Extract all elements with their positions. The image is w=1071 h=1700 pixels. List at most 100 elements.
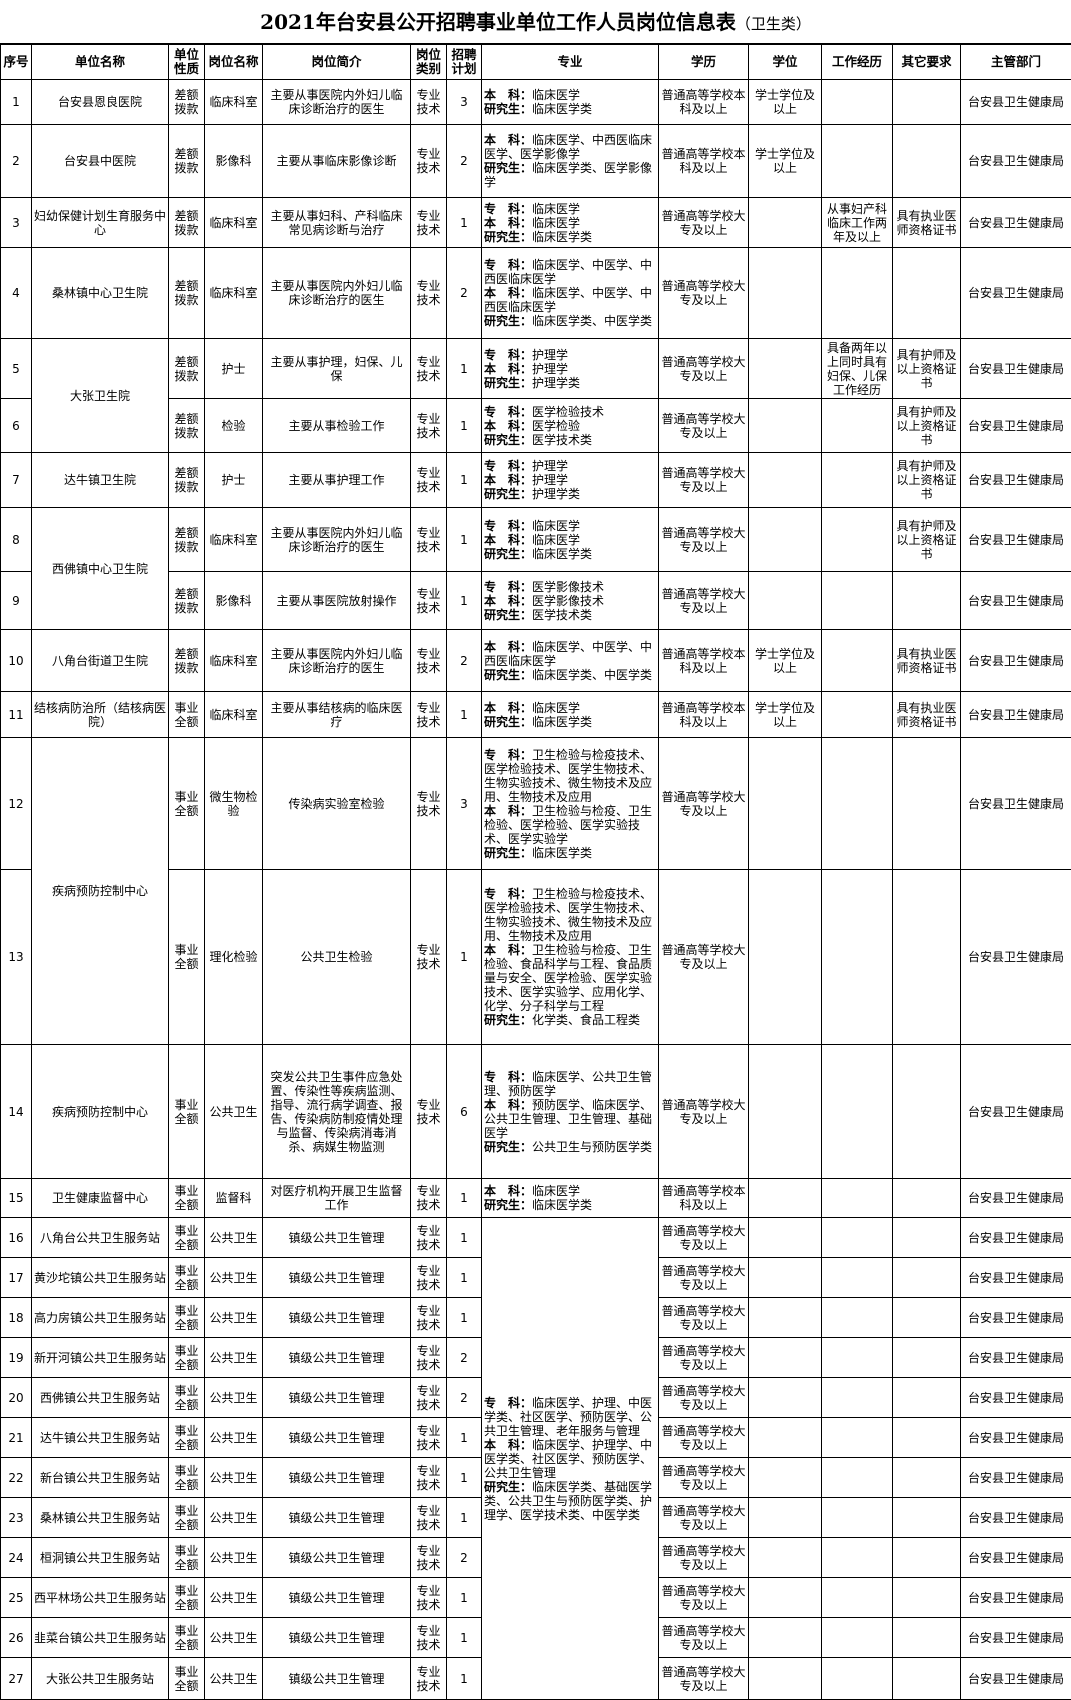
major-line: 本 科：医学影像技术 bbox=[484, 594, 656, 608]
cell-post: 监督科 bbox=[204, 1178, 263, 1218]
major-level-label: 研究生： bbox=[484, 714, 533, 729]
cell-other bbox=[892, 1044, 961, 1179]
cell-plan: 1 bbox=[446, 398, 482, 453]
cell-department: 台安县卫生健康局 bbox=[960, 571, 1071, 630]
major-level-label: 研究生： bbox=[484, 102, 533, 116]
cell-nature: 事业全额 bbox=[168, 737, 205, 870]
major-level-label: 本 科： bbox=[484, 286, 533, 300]
major-list: 临床医学类、中医学类 bbox=[532, 314, 653, 328]
cell-degree bbox=[748, 1044, 822, 1179]
table-row: 15 卫生健康监督中心 事业全额 监督科 对医疗机构开展卫生监督工作 专业技术 1 本 科：临… bbox=[0, 1178, 1071, 1218]
cell-nature: 差额拨款 bbox=[168, 338, 205, 399]
major-line: 专 科：临床医学 bbox=[484, 519, 656, 533]
cell-experience bbox=[821, 1297, 893, 1338]
cell-major: 专 科：护理学本 科：护理学 研究生：护理学类 bbox=[481, 338, 659, 399]
cell-experience bbox=[821, 1217, 893, 1258]
cell-experience bbox=[821, 1044, 893, 1179]
cell-other bbox=[892, 79, 961, 125]
major-line: 研究生：临床医学类 bbox=[484, 715, 656, 729]
cell-experience: 从事妇产科临床工作两年及以上 bbox=[821, 197, 893, 248]
cell-plan: 1 bbox=[446, 869, 482, 1045]
cell-education: 普通高等学校大专及以上 bbox=[658, 1297, 749, 1338]
cell-nature: 事业全额 bbox=[168, 1617, 205, 1658]
table-row: 26 韭菜台镇公共卫生服务站 事业全额 公共卫生 镇级公共卫生管理 专业技术 1 普通高等学校… bbox=[0, 1617, 1071, 1658]
cell-other: 具有护师及以上资格证书 bbox=[892, 452, 961, 508]
cell-other bbox=[892, 869, 961, 1045]
cell-unit: 八角台公共卫生服务站 bbox=[31, 1217, 169, 1258]
cell-desc: 镇级公共卫生管理 bbox=[262, 1497, 411, 1538]
cell-no: 6 bbox=[0, 398, 32, 453]
major-list: 临床医学类、基础医学类、公共卫生与预防医学类、护理学、医学技术类、中医学类 bbox=[484, 1479, 653, 1522]
major-line: 本 科：护理学 bbox=[484, 473, 656, 487]
cell-post: 护士 bbox=[204, 338, 263, 399]
major-list: 临床医学 bbox=[532, 518, 581, 533]
cell-unit: 妇幼保健计划生育服务中心 bbox=[31, 197, 169, 248]
cell-unit: 西佛镇中心卫生院 bbox=[31, 507, 169, 630]
major-level-label: 专 科： bbox=[484, 747, 533, 762]
cell-category: 专业技术 bbox=[410, 338, 447, 399]
cell-education: 普通高等学校大专及以上 bbox=[658, 452, 749, 508]
cell-plan: 3 bbox=[446, 737, 482, 870]
cell-unit: 西平林场公共卫生服务站 bbox=[31, 1577, 169, 1618]
cell-plan: 1 bbox=[446, 452, 482, 508]
page-title: 2021年台安县公开招聘事业单位工作人员岗位信息表（卫生类） bbox=[0, 0, 1071, 44]
table-row: 16 八角台公共卫生服务站 事业全额 公共卫生 镇级公共卫生管理 专业技术 1 专 科：临床医… bbox=[0, 1217, 1071, 1700]
major-line: 研究生：护理学类 bbox=[484, 376, 656, 390]
cell-experience bbox=[821, 452, 893, 508]
cell-major: 专 科：卫生检验与检疫技术、医学检验技术、医学生物技术、生物实验技术、微生物技术… bbox=[481, 737, 659, 870]
cell-other bbox=[892, 1178, 961, 1218]
major-level-label: 研究生： bbox=[484, 1198, 533, 1212]
major-level-label: 本 科： bbox=[484, 593, 533, 608]
cell-plan: 2 bbox=[446, 629, 482, 692]
major-level-label: 研究生： bbox=[484, 161, 533, 175]
cell-desc: 主要从事护理，妇保、儿保 bbox=[262, 338, 411, 399]
cell-plan: 1 bbox=[446, 338, 482, 399]
cell-category: 专业技术 bbox=[410, 1417, 447, 1458]
cell-education: 普通高等学校本科及以上 bbox=[658, 691, 749, 738]
cell-education: 普通高等学校本科及以上 bbox=[658, 1178, 749, 1218]
header-col-education: 学历 bbox=[658, 44, 749, 80]
major-list: 卫生检验与检疫、卫生检验、食品科学与工程、食品质量与安全、医学检验、医学实验技术… bbox=[484, 943, 653, 1013]
cell-unit: 桑林镇中心卫生院 bbox=[31, 247, 169, 339]
table-row: 21 达牛镇公共卫生服务站 事业全额 公共卫生 镇级公共卫生管理 专业技术 1 普通高等学校大… bbox=[0, 1417, 1071, 1458]
cell-category: 专业技术 bbox=[410, 507, 447, 572]
cell-major: 本 科：临床医学 研究生：临床医学类 bbox=[481, 1178, 659, 1218]
cell-experience bbox=[821, 869, 893, 1045]
major-level-label: 专 科： bbox=[484, 347, 533, 362]
major-level-label: 研究生： bbox=[484, 229, 533, 244]
cell-desc: 公共卫生检验 bbox=[262, 869, 411, 1045]
major-level-label: 专 科： bbox=[484, 1395, 533, 1410]
cell-education: 普通高等学校大专及以上 bbox=[658, 197, 749, 248]
cell-department: 台安县卫生健康局 bbox=[960, 737, 1071, 870]
cell-major: 本 科：临床医学 研究生：临床医学类 bbox=[481, 79, 659, 125]
cell-department: 台安县卫生健康局 bbox=[960, 1537, 1071, 1578]
cell-other bbox=[892, 1257, 961, 1298]
major-level-label: 本 科： bbox=[484, 88, 533, 102]
major-level-label: 专 科： bbox=[484, 579, 533, 594]
major-list: 护理学 bbox=[532, 347, 569, 362]
cell-nature: 差额拨款 bbox=[168, 398, 205, 453]
cell-education: 普通高等学校本科及以上 bbox=[658, 124, 749, 198]
cell-no: 7 bbox=[0, 452, 32, 508]
cell-nature: 事业全额 bbox=[168, 1178, 205, 1218]
cell-other bbox=[892, 1617, 961, 1658]
cell-unit: 台安县中医院 bbox=[31, 124, 169, 198]
major-list: 医学技术类 bbox=[532, 607, 593, 622]
cell-other bbox=[892, 1217, 961, 1258]
cell-plan: 6 bbox=[446, 1044, 482, 1179]
major-level-label: 本 科： bbox=[484, 700, 533, 715]
cell-department: 台安县卫生健康局 bbox=[960, 1457, 1071, 1498]
major-list: 临床医学类、中医学类 bbox=[532, 667, 653, 682]
major-list: 护理学 bbox=[532, 361, 569, 376]
cell-unit: 结核病防治所（结核病医院） bbox=[31, 691, 169, 738]
cell-degree bbox=[748, 197, 822, 248]
cell-plan: 1 bbox=[446, 1577, 482, 1618]
table-row: 24 桓洞镇公共卫生服务站 事业全额 公共卫生 镇级公共卫生管理 专业技术 2 普通高等学校大… bbox=[0, 1537, 1071, 1578]
cell-plan: 1 bbox=[446, 1617, 482, 1658]
cell-category: 专业技术 bbox=[410, 398, 447, 453]
cell-category: 专业技术 bbox=[410, 124, 447, 198]
cell-category: 专业技术 bbox=[410, 1577, 447, 1618]
cell-nature: 差额拨款 bbox=[168, 452, 205, 508]
major-line: 专 科：临床医学、公共卫生管理、预防医学 bbox=[484, 1070, 656, 1098]
cell-post: 公共卫生 bbox=[204, 1657, 263, 1700]
